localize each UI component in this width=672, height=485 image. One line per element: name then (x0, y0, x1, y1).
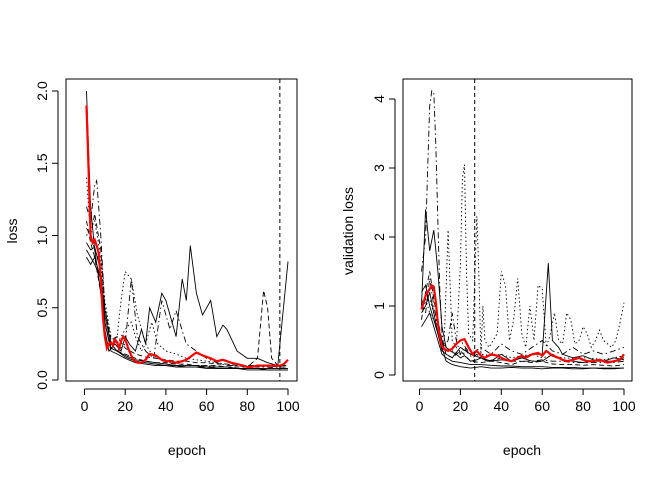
y-axis-title: validation loss (340, 187, 356, 275)
panel-training-loss: epoch loss 0 20 40 60 80 100 0.0 0.5 1.0 1.5 2.0 (4, 78, 300, 458)
y-tick-label: 3 (371, 164, 387, 172)
mean-line (420, 283, 625, 364)
y-axis-title: loss (4, 219, 20, 244)
run-line-2 (86, 177, 288, 369)
run-line-9 (421, 297, 625, 361)
x-tick-label: 0 (416, 398, 424, 414)
y-tick-label: 0.0 (34, 370, 50, 390)
x-tick-label: 60 (199, 398, 215, 414)
plot-frame (65, 78, 298, 382)
x-tick-label: 40 (158, 398, 174, 414)
y-tick-label: 4 (371, 95, 387, 103)
x-axis-title: epoch (168, 442, 206, 458)
y-tick-label: 1.5 (34, 153, 50, 173)
x-axis-title: epoch (503, 442, 541, 458)
mean-line (85, 105, 289, 369)
y-tick-label: 2 (371, 233, 387, 241)
series-group (420, 89, 625, 370)
y-tick-label: 1 (371, 302, 387, 310)
y-tick-label: 2.0 (34, 81, 50, 101)
plot-frame (402, 78, 633, 382)
run-line-2 (421, 164, 625, 355)
x-tick-label: 100 (276, 398, 300, 414)
y-tick-label: 0.5 (34, 298, 50, 318)
run-line-5 (86, 256, 288, 371)
run-line-8 (421, 311, 624, 369)
series-group (85, 90, 289, 371)
x-tick-label: 60 (534, 398, 550, 414)
x-tick-label: 20 (453, 398, 469, 414)
y-tick-label: 1.0 (34, 226, 50, 246)
x-tick-label: 40 (494, 398, 510, 414)
panel-validation-loss: epoch validation loss 0 20 40 60 80 100 0 1 2 3 4 (340, 78, 636, 458)
x-tick-label: 80 (575, 398, 591, 414)
x-tick-label: 100 (612, 398, 636, 414)
x-tick-label: 80 (240, 398, 256, 414)
run-line-8 (86, 249, 288, 369)
y-tick-label: 0 (371, 371, 387, 379)
run-line-7 (86, 219, 288, 368)
x-tick-label: 20 (117, 398, 133, 414)
run-line-1 (421, 89, 625, 364)
run-line-1 (86, 90, 289, 367)
x-tick-label: 0 (81, 398, 89, 414)
run-line-3 (421, 209, 625, 362)
run-line-7 (421, 278, 625, 355)
